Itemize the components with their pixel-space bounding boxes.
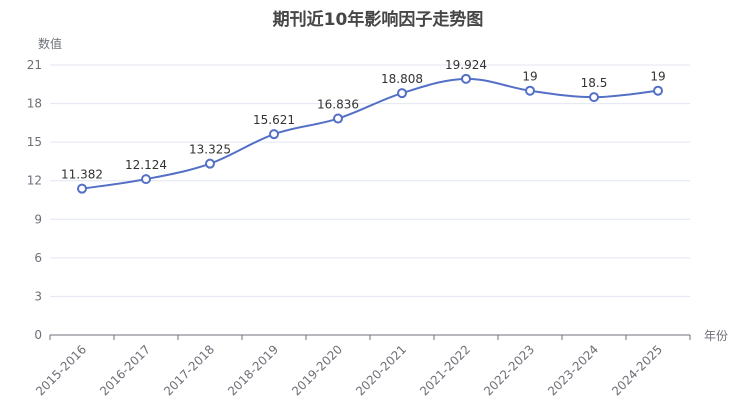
y-tick-label: 0 — [34, 328, 42, 342]
data-point — [333, 113, 343, 124]
x-tick-label: 2018-2019 — [225, 342, 281, 398]
x-tick-label: 2023-2024 — [545, 342, 601, 398]
data-point — [269, 129, 279, 140]
series-line — [81, 77, 659, 190]
y-axis-title: 数值 — [38, 36, 62, 51]
data-label: 16.836 — [317, 98, 359, 112]
y-tick-label: 21 — [27, 58, 42, 72]
data-label: 12.124 — [125, 158, 167, 172]
y-tick-label: 12 — [27, 174, 42, 188]
series-layer — [77, 73, 663, 194]
grid-layer — [50, 64, 690, 297]
data-label: 19 — [522, 70, 537, 84]
data-label: 19.924 — [445, 58, 487, 72]
x-tick-label: 2020-2021 — [353, 342, 409, 398]
label-layer: 11.382 12.124 13.325 15.621 16.836 18.808 19.9… — [61, 58, 666, 182]
data-label: 13.325 — [189, 143, 231, 157]
x-tick-label: 2019-2020 — [289, 342, 345, 398]
data-point — [461, 73, 471, 84]
data-point — [141, 174, 151, 185]
chart-title: 期刊近10年影响因子走势图 — [273, 9, 484, 30]
x-tick-label: 2024-2025 — [609, 342, 665, 398]
data-label: 15.621 — [253, 113, 295, 127]
y-tick-label: 15 — [27, 135, 42, 149]
y-tick-label: 18 — [27, 97, 42, 111]
data-point — [205, 158, 215, 169]
data-label: 18.808 — [381, 72, 423, 86]
data-label: 11.382 — [61, 168, 103, 182]
data-point — [589, 92, 599, 103]
data-point — [525, 85, 535, 96]
x-tick-label: 2022-2023 — [481, 342, 537, 398]
x-axis-title: 年份 — [704, 329, 728, 343]
y-tick-label: 9 — [34, 212, 42, 226]
y-tick-label: 3 — [34, 289, 42, 303]
x-tick-label: 2016-2017 — [97, 342, 153, 398]
data-label: 19 — [650, 70, 665, 84]
data-label: 18.5 — [581, 76, 608, 90]
data-point — [77, 183, 87, 194]
x-tick-label: 2015-2016 — [33, 342, 89, 398]
data-point — [653, 85, 663, 96]
x-tick-label: 2021-2022 — [417, 342, 473, 398]
data-point — [397, 88, 407, 99]
y-tick-label: 6 — [34, 251, 42, 265]
x-tick-label: 2017-2018 — [161, 342, 217, 398]
